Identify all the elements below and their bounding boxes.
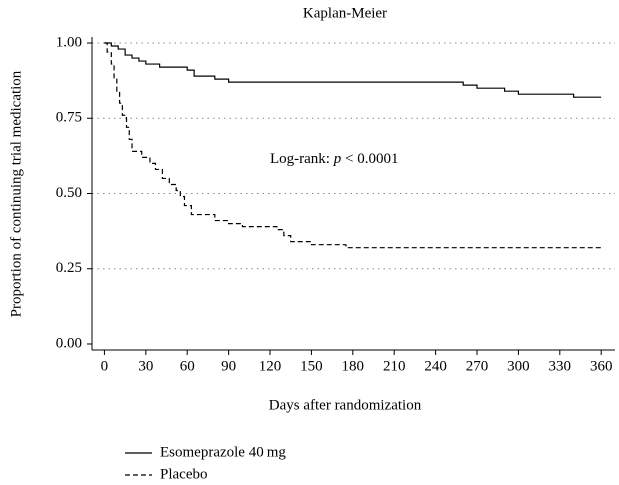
y-tick-label: 0.25 xyxy=(56,260,82,276)
x-tick-label: 120 xyxy=(259,358,282,374)
x-tick-label: 30 xyxy=(138,358,153,374)
x-tick-label: 240 xyxy=(424,358,447,374)
y-tick-label: 0.75 xyxy=(56,110,82,126)
survival-line xyxy=(104,42,602,98)
y-tick-label: 1.00 xyxy=(56,34,82,50)
x-tick-label: 330 xyxy=(549,358,572,374)
annotation: Log-rank: p < 0.0001 xyxy=(270,151,398,167)
x-tick-label: 300 xyxy=(507,358,530,374)
legend-label: Esomeprazole 40 mg xyxy=(160,444,286,460)
x-tick-label: 270 xyxy=(466,358,489,374)
annotation-text: p xyxy=(333,151,342,167)
y-tick-label: 0.50 xyxy=(56,185,82,201)
annotation-text: Log-rank: xyxy=(270,151,330,167)
x-tick-label: 0 xyxy=(101,358,109,374)
legend-label: Placebo xyxy=(160,466,207,482)
x-tick-label: 90 xyxy=(221,358,236,374)
x-tick-label: 360 xyxy=(590,358,613,374)
y-axis-label: Proportion of continuing trial medicatio… xyxy=(8,70,24,317)
x-tick-label: 60 xyxy=(180,358,195,374)
chart-title: Kaplan-Meier xyxy=(303,5,387,21)
x-axis-label: Days after randomization xyxy=(269,397,422,413)
x-tick-label: 150 xyxy=(300,358,323,374)
y-tick-label: 0.00 xyxy=(56,335,82,351)
annotation-text: < 0.0001 xyxy=(345,151,398,167)
x-tick-label: 180 xyxy=(342,358,365,374)
x-tick-label: 210 xyxy=(383,358,406,374)
survival-line xyxy=(104,42,602,249)
